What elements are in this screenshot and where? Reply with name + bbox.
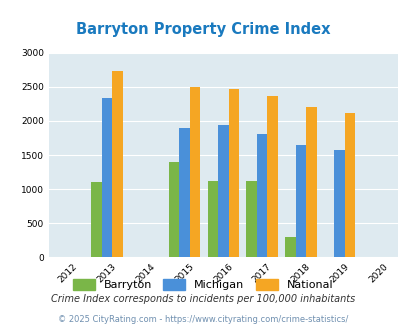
Text: Barryton Property Crime Index: Barryton Property Crime Index	[76, 22, 329, 37]
Bar	[101, 98, 112, 257]
Bar	[91, 182, 101, 257]
Bar	[295, 145, 305, 257]
Bar	[168, 162, 179, 257]
Bar	[228, 89, 239, 257]
Text: Crime Index corresponds to incidents per 100,000 inhabitants: Crime Index corresponds to incidents per…	[51, 294, 354, 304]
Bar	[112, 71, 122, 257]
Bar	[217, 125, 228, 257]
Bar	[246, 181, 256, 257]
Bar	[344, 114, 354, 257]
Bar	[334, 149, 344, 257]
Bar	[179, 128, 189, 257]
Bar	[305, 107, 316, 257]
Bar	[189, 87, 200, 257]
Legend: Barryton, Michigan, National: Barryton, Michigan, National	[68, 275, 337, 294]
Bar	[284, 237, 295, 257]
Bar	[266, 96, 277, 257]
Bar	[207, 181, 217, 257]
Text: © 2025 CityRating.com - https://www.cityrating.com/crime-statistics/: © 2025 CityRating.com - https://www.city…	[58, 315, 347, 324]
Bar	[256, 134, 266, 257]
